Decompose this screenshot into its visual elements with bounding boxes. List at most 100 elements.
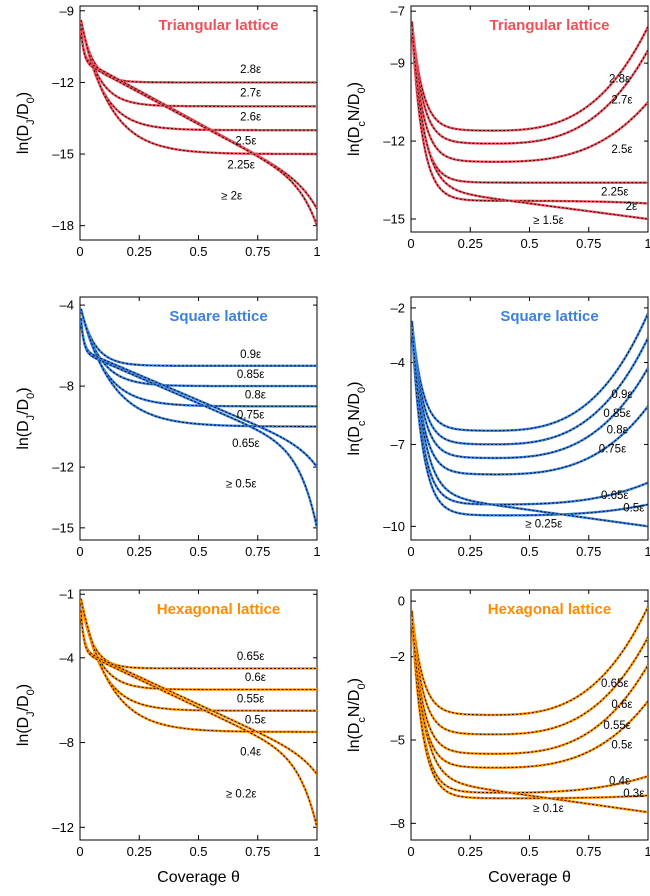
chart-title: Hexagonal lattice <box>157 601 280 618</box>
chart-panel-5: 0 0.25 0.5 0.75 1 –1 –4 –8 –12 ln(DJ/D0) Hexagonal… <box>15 587 321 886</box>
y-axis-label: ln(DcN/D0) <box>346 82 368 156</box>
y-tick-label: –7 <box>391 437 405 452</box>
series-label-2-5: 2.5ε <box>611 144 632 156</box>
x-tick-label: 1 <box>644 544 650 559</box>
series-fit-line-0-25 <box>411 324 648 527</box>
series-label-0-55: 0.55ε <box>237 693 265 705</box>
series-fit-line-0-65 <box>80 318 317 468</box>
series-fit-line-2-8 <box>80 20 317 83</box>
chart-title: Triangular lattice <box>489 17 609 34</box>
x-tick-label: 1 <box>313 844 320 859</box>
series-label-0-85: 0.85ε <box>603 408 631 420</box>
x-tick-label: 0.25 <box>127 844 152 859</box>
series-label-2-8: 2.8ε <box>609 74 630 86</box>
y-tick-label: –4 <box>60 298 74 313</box>
series-label-0-75: 0.75ε <box>599 444 627 456</box>
series-fit-line-0-9 <box>411 313 648 432</box>
y-tick-label: –15 <box>52 147 74 162</box>
series-fit-line-1-5 <box>411 24 648 220</box>
x-tick-label: 0.75 <box>576 844 601 859</box>
y-tick-label: –12 <box>383 134 405 149</box>
x-tick-label: 0.75 <box>245 244 270 259</box>
series-label-0-4: 0.4ε <box>609 775 630 787</box>
series-label-0-4: 0.4ε <box>240 746 261 758</box>
x-tick-label: 0.75 <box>576 236 601 251</box>
y-tick-label: –10 <box>383 519 405 534</box>
series-fit-line-2-7 <box>411 22 648 145</box>
x-axis-label: Coverage θ <box>157 869 240 886</box>
series-label-1-5: ≥ 1.5ε <box>533 215 564 227</box>
series-fit-line-0-9 <box>80 308 317 367</box>
x-tick-label: 1 <box>644 844 650 859</box>
series-label-0-5: 0.5ε <box>623 502 644 514</box>
series-line-0-5 <box>411 328 648 517</box>
series-fit-line-0-5 <box>411 328 648 516</box>
y-axis-label: ln(DJ/D0) <box>15 684 37 746</box>
x-tick-label: 0.5 <box>520 236 538 251</box>
y-tick-label: –2 <box>391 649 405 664</box>
chart-panel-3: 0 0.25 0.5 0.75 1 –4 –8 –12 –15 ln(DJ/D0) Square l… <box>15 296 321 559</box>
series-label-0-9: 0.9ε <box>240 349 261 361</box>
series-fit-line-2-5 <box>411 23 648 163</box>
y-tick-label: –7 <box>391 4 405 19</box>
y-tick-label: –9 <box>60 3 74 18</box>
x-tick-label: 0 <box>407 844 414 859</box>
plot-frame <box>79 589 318 841</box>
y-tick-label: –12 <box>52 460 74 475</box>
series-fit-line-0-55 <box>411 614 648 755</box>
y-tick-label: –4 <box>391 355 405 370</box>
series-label-0-8: 0.8ε <box>607 425 628 437</box>
y-tick-label: –2 <box>391 300 405 315</box>
x-tick-label: 0 <box>76 544 83 559</box>
series-label-0-8: 0.8ε <box>245 389 266 401</box>
series-line-0-6 <box>411 612 648 736</box>
series-layer <box>411 606 648 814</box>
chart-title: Hexagonal lattice <box>488 601 611 618</box>
x-tick-label: 0.5 <box>189 544 207 559</box>
series-fit-line-2 <box>411 27 648 204</box>
series-label-2: ≥ 2ε <box>221 190 242 202</box>
series-label-0-6: 0.6ε <box>611 699 632 711</box>
y-tick-label: –9 <box>391 56 405 71</box>
y-tick-label: –12 <box>52 820 74 835</box>
y-tick-label: –15 <box>383 212 405 227</box>
x-tick-label: 0.25 <box>127 244 152 259</box>
series-label-0-9: 0.9ε <box>611 389 632 401</box>
series-line-2-25 <box>80 28 317 210</box>
series-label-2-8: 2.8ε <box>240 64 261 76</box>
series-label-2-6: 2.6ε <box>240 112 261 124</box>
x-tick-label: 0.5 <box>189 244 207 259</box>
x-tick-label: 1 <box>313 544 320 559</box>
x-axis-label: Coverage θ <box>488 869 571 886</box>
series-label-0-65: 0.65ε <box>232 438 260 450</box>
series-label-2-25: 2.25ε <box>601 187 629 199</box>
series-fit-line-0-75 <box>411 324 648 475</box>
series-label-2: 2ε <box>626 201 638 213</box>
y-tick-label: –1 <box>60 587 74 602</box>
x-tick-label: 0.5 <box>520 544 538 559</box>
series-label-0-2: ≥ 0.2ε <box>226 789 257 801</box>
series-fit-line-0-5 <box>80 318 317 528</box>
series-label-0-5: 0.5ε <box>245 714 266 726</box>
series-label-0-75: 0.75ε <box>237 410 265 422</box>
series-line-0-65 <box>80 318 317 468</box>
series-label-0-5: ≥ 0.5ε <box>226 478 257 490</box>
x-tick-label: 1 <box>313 244 320 259</box>
series-fit-line-0-65 <box>411 606 648 716</box>
y-tick-label: –8 <box>60 379 74 394</box>
series-layer <box>80 19 317 227</box>
series-line-2 <box>80 28 317 227</box>
x-tick-label: 0 <box>76 844 83 859</box>
plot-frame <box>79 296 318 541</box>
y-axis-label: ln(DcN/D0) <box>346 678 368 752</box>
y-tick-label: –15 <box>52 520 74 535</box>
series-label-0-65: 0.65ε <box>601 490 629 502</box>
y-tick-label: –8 <box>391 816 405 831</box>
series-label-0-3: 0.3ε <box>623 788 644 800</box>
y-tick-label: –4 <box>60 650 74 665</box>
y-axis-label: ln(DJ/D0) <box>15 387 37 449</box>
series-fit-line-2-25 <box>80 28 317 210</box>
chart-panel-6: 0 0.25 0.5 0.75 1 0 –2 –5 –8 ln(DcN/D0) Hexagonal … <box>346 589 650 886</box>
x-tick-label: 0.75 <box>245 544 270 559</box>
x-tick-label: 0.25 <box>127 544 152 559</box>
